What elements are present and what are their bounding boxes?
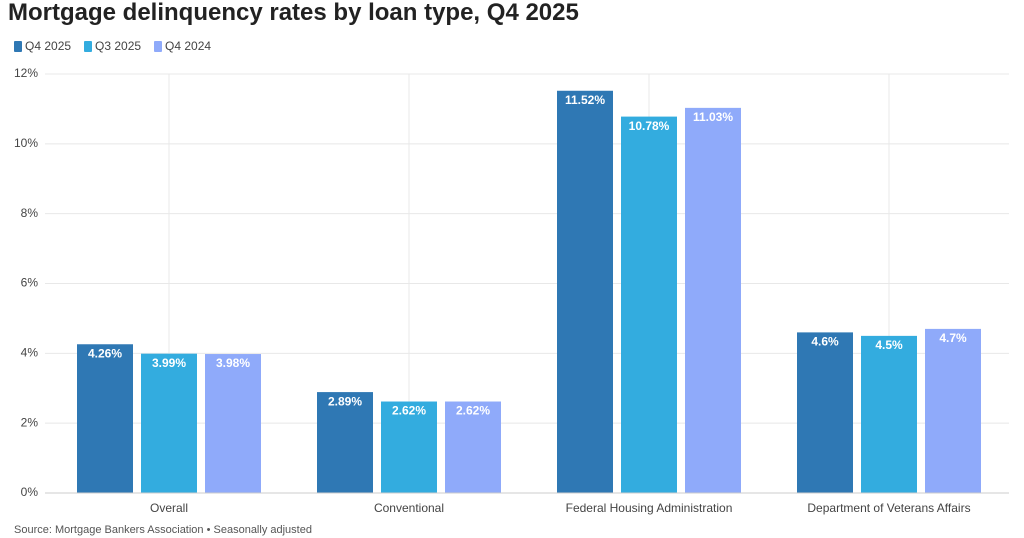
bar [381,401,437,493]
bar [77,344,133,493]
legend-label: Q3 2025 [95,39,141,53]
bar [621,116,677,494]
value-label: 11.03% [693,110,733,124]
legend-swatch [154,41,162,52]
value-label: 4.5% [875,338,903,352]
bar [317,392,373,493]
value-label: 4.26% [88,346,122,360]
y-tick-label: 0% [21,485,39,499]
value-label: 2.89% [328,394,362,408]
bar [445,401,501,493]
x-tick-label: Federal Housing Administration [566,501,733,515]
legend-label: Q4 2025 [25,39,71,53]
value-label: 11.52% [565,93,605,107]
x-tick-label: Overall [150,501,188,515]
value-label: 2.62% [392,404,426,418]
bar [861,335,917,493]
y-tick-label: 4% [21,346,39,360]
value-label: 10.78% [629,119,670,133]
y-tick-label: 2% [21,415,39,429]
bar [557,90,613,493]
value-label: 4.6% [811,335,839,349]
bar [141,353,197,493]
value-label: 3.98% [216,356,250,370]
legend-swatch [14,41,22,52]
legend-swatch [84,41,92,52]
bar [685,107,741,493]
value-label: 2.62% [456,404,490,418]
bar [797,332,853,493]
y-tick-label: 12% [14,66,38,80]
y-tick-label: 6% [21,276,39,290]
bar [205,354,261,493]
bar [925,328,981,493]
x-tick-label: Department of Veterans Affairs [807,501,970,515]
legend-label: Q4 2024 [165,39,211,53]
value-label: 4.7% [939,331,967,345]
y-tick-label: 8% [21,206,39,220]
x-tick-label: Conventional [374,501,444,515]
value-label: 3.99% [152,356,186,370]
chart-title: Mortgage delinquency rates by loan type,… [8,0,579,26]
source: Source: Mortgage Bankers Association • S… [14,524,312,536]
y-tick-label: 10% [14,136,38,150]
